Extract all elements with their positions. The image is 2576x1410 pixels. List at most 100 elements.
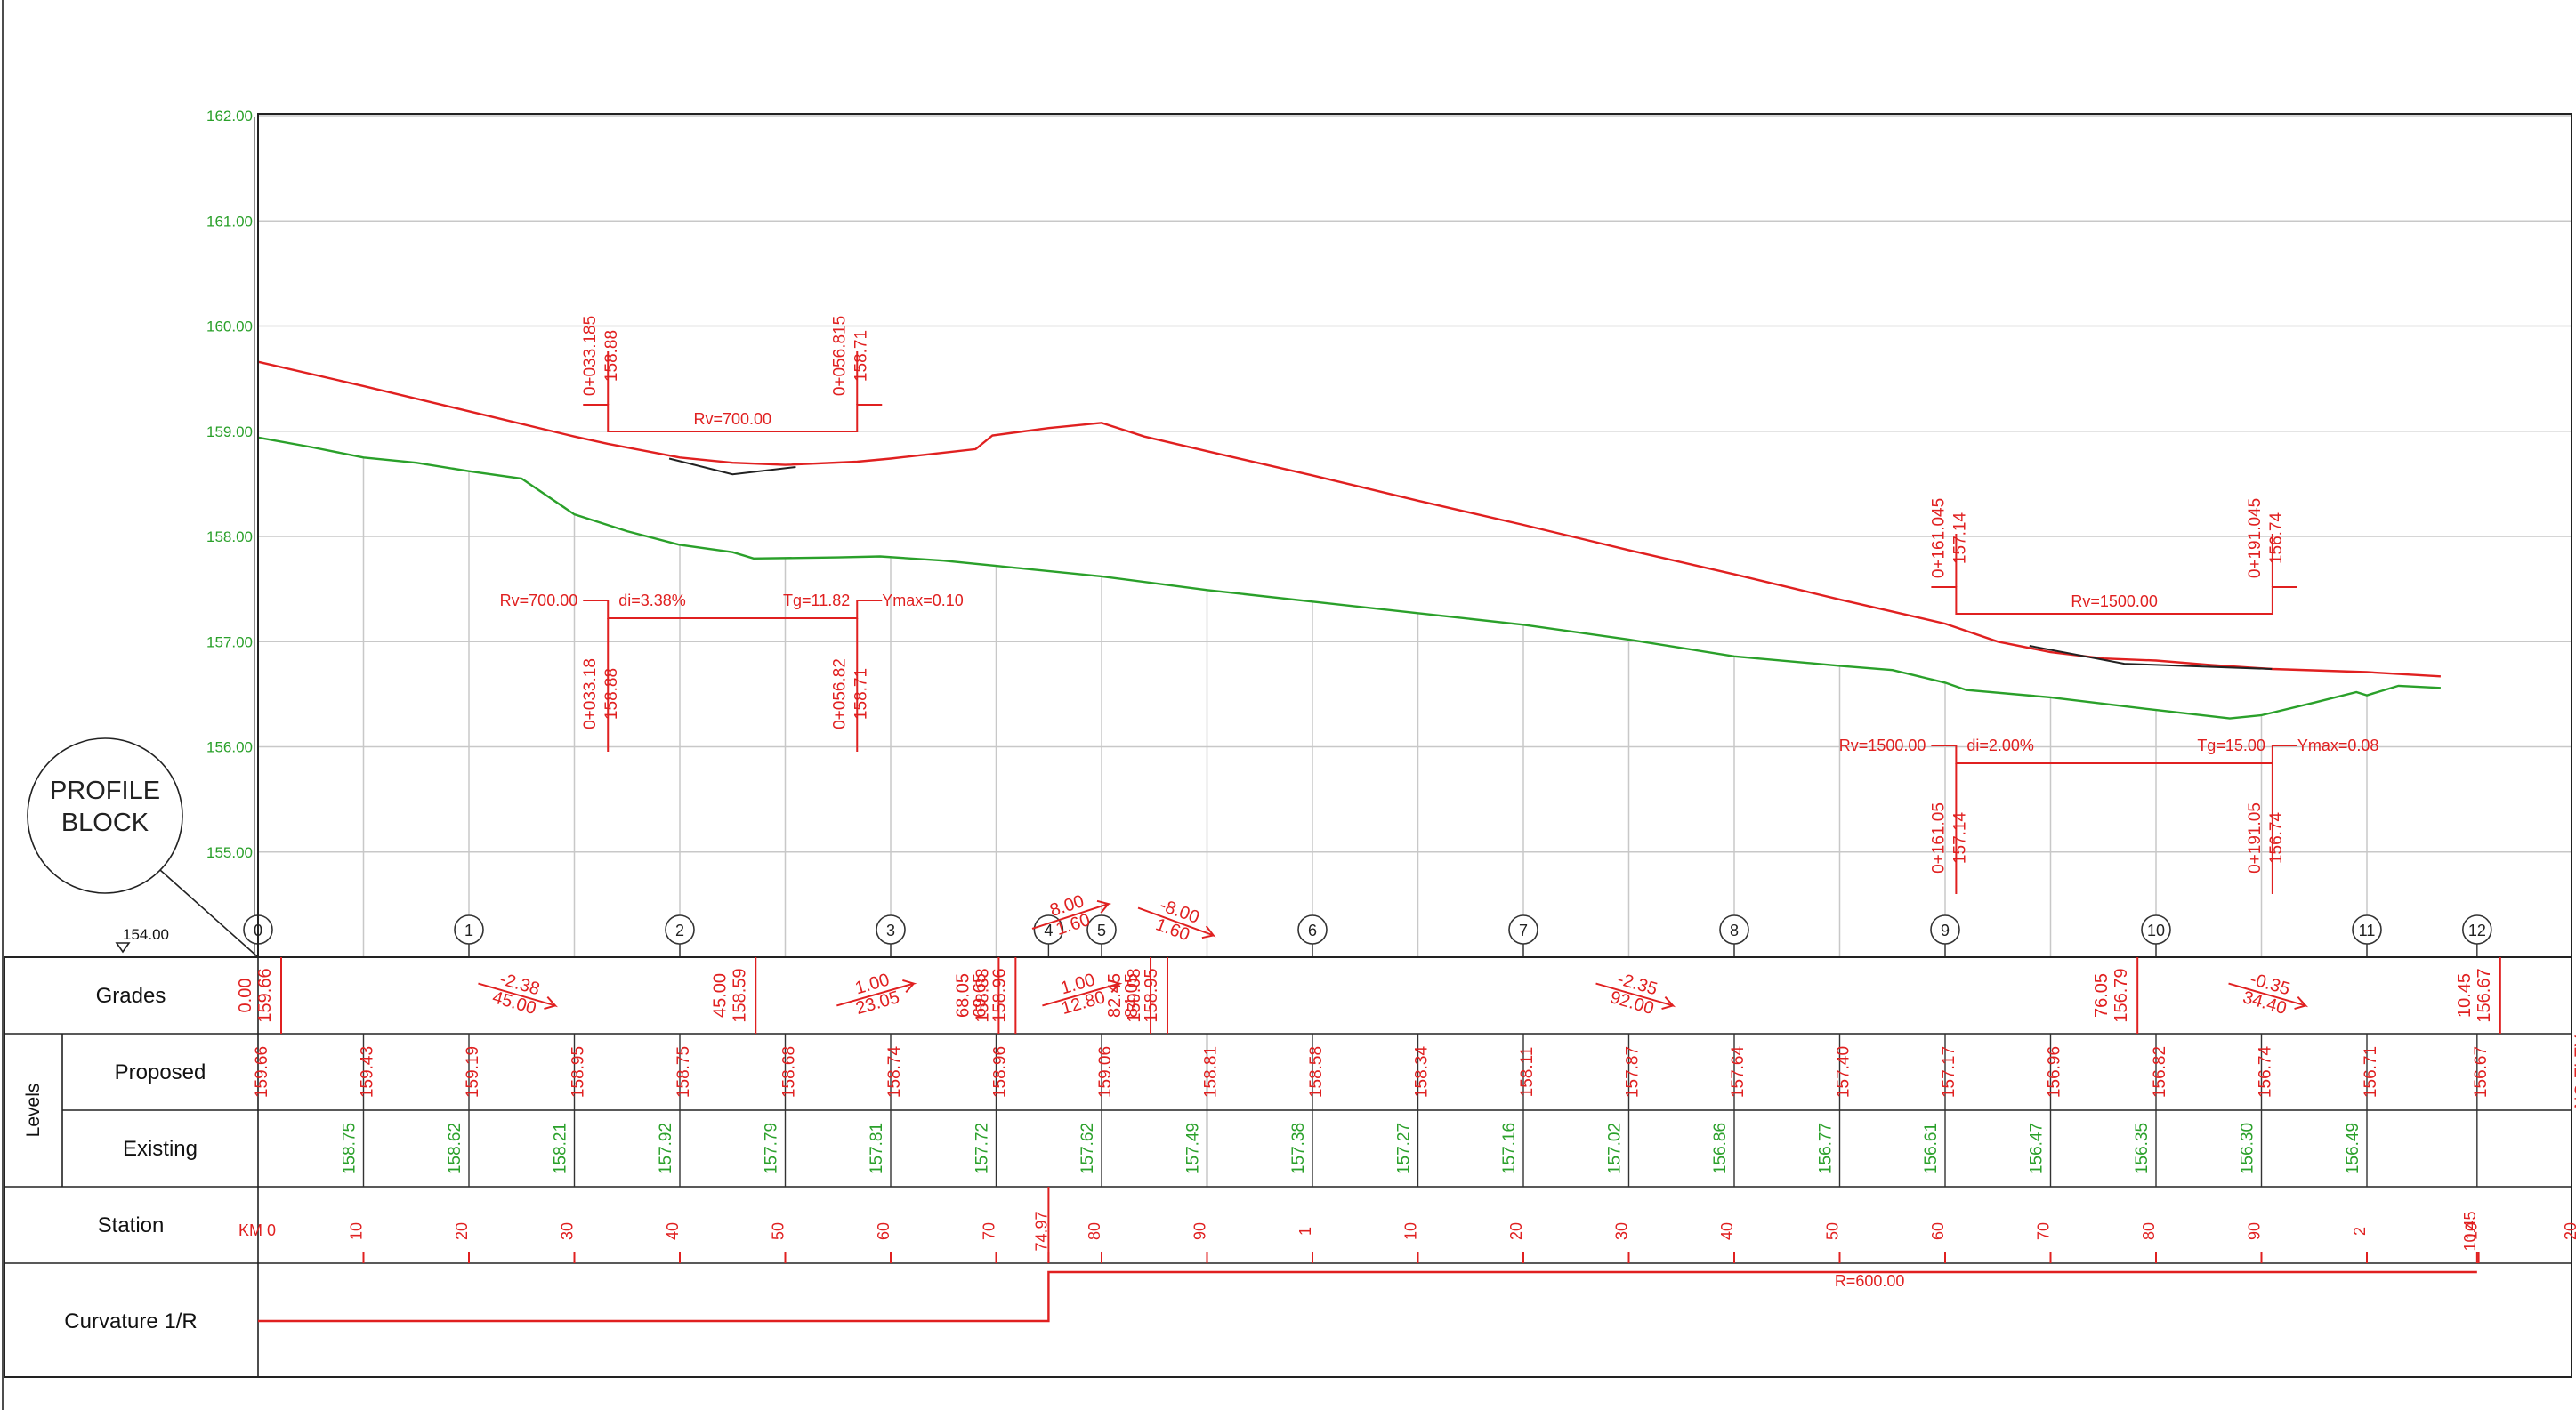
existing-level-value: 157.49 xyxy=(1184,1123,1203,1174)
profile-grid xyxy=(254,115,2572,957)
station-label: 74.97 xyxy=(1032,1211,1050,1251)
proposed-level-value: 156.96 xyxy=(2046,1046,2064,1098)
curve-radius-label: Rv=1500.00 xyxy=(2071,592,2158,610)
proposed-level-value: 156.67 xyxy=(2472,1046,2491,1098)
proposed-level-value: NO ELEV xyxy=(2572,1035,2576,1108)
curve-low-start-chainage: 0+033.18 xyxy=(581,658,600,729)
grade-chainage: 84.05 xyxy=(1122,973,1142,1018)
curve-low-start-elevation: 157.14 xyxy=(1950,812,1969,865)
chainage-marker-label: 1 xyxy=(464,922,473,939)
curve-start-elevation: 158.88 xyxy=(602,330,621,382)
row-label-levels: Levels xyxy=(23,1084,44,1138)
curve-ymax-label: Ymax=0.08 xyxy=(2297,737,2379,754)
proposed-level-value: 158.96 xyxy=(991,1046,1010,1098)
station-label: 20 xyxy=(453,1222,471,1240)
station-label: 10.45 xyxy=(2461,1211,2479,1251)
existing-level-value: 156.77 xyxy=(1817,1123,1836,1174)
chainage-marker-label: 5 xyxy=(1097,922,1106,939)
curve-di-label: di=3.38% xyxy=(618,592,686,609)
existing-level-value: 157.16 xyxy=(1500,1123,1519,1174)
datum-triangle-icon xyxy=(115,942,131,954)
grade-elevation: 159.08 xyxy=(1125,968,1144,1022)
existing-level-value: 157.38 xyxy=(1289,1123,1308,1174)
chainage-marker-label: 9 xyxy=(1941,922,1950,939)
curvature-row: R=600.00 xyxy=(258,1270,2477,1323)
proposed-level-value: 159.06 xyxy=(1096,1046,1115,1098)
tangent-2-profile-line xyxy=(2029,645,2273,670)
grade-chainage: 0.00 xyxy=(236,979,255,1013)
station-label: 20 xyxy=(1507,1222,1525,1240)
curve-tg-label: Tg=15.00 xyxy=(2197,737,2265,754)
proposed-level-value: 158.34 xyxy=(1413,1046,1432,1099)
grade-elevation: 156.67 xyxy=(2475,968,2494,1022)
grade-chainage: 10.45 xyxy=(2455,973,2475,1018)
station-label: 40 xyxy=(1718,1222,1736,1240)
curve-end-elevation: 158.71 xyxy=(852,330,870,382)
row-label-proposed: Proposed xyxy=(115,1060,206,1084)
grade-chainage: 45.00 xyxy=(710,973,730,1018)
chainage-marker-label: 12 xyxy=(2468,922,2486,939)
proposed-level-value: 158.58 xyxy=(1307,1046,1326,1098)
tangent-1-profile-line xyxy=(668,457,796,476)
datum-label: 154.00 xyxy=(123,926,169,943)
grade-elevation: 156.79 xyxy=(2112,968,2131,1022)
existing-level-value: 157.92 xyxy=(657,1123,675,1174)
station-label: 30 xyxy=(1613,1222,1631,1240)
existing-level-value: 157.81 xyxy=(868,1123,886,1174)
proposed-level-value: 158.74 xyxy=(885,1046,904,1099)
station-label: 1 xyxy=(1296,1227,1314,1236)
chainage-marker-label: 10 xyxy=(2147,922,2165,939)
station-label: 10 xyxy=(2463,1222,2481,1240)
existing-level-value: 158.62 xyxy=(446,1123,464,1174)
chainage-marker-label: 11 xyxy=(2359,922,2376,939)
curve-rv-label: Rv=700.00 xyxy=(500,592,578,609)
proposed-profile-line xyxy=(257,360,2441,678)
proposed-level-value: 157.40 xyxy=(1835,1046,1853,1098)
curve-radius-label: Rv=700.00 xyxy=(693,410,771,428)
station-label: 60 xyxy=(875,1222,892,1240)
existing-level-value: 156.61 xyxy=(1922,1123,1941,1174)
row-label-existing: Existing xyxy=(123,1137,198,1161)
profile-block-callout: PROFILE BLOCK xyxy=(27,737,259,958)
proposed-level-value: 157.87 xyxy=(1624,1046,1643,1098)
elevation-tick-label: 156.00 xyxy=(206,739,253,756)
elevation-tick-label: 155.00 xyxy=(206,844,253,861)
elevation-tick-label: 162.00 xyxy=(206,108,253,125)
station-label: 70 xyxy=(2035,1222,2053,1240)
station-label: 70 xyxy=(981,1222,998,1240)
grade-chainage: 82.45 xyxy=(1105,973,1125,1018)
curve-tg-label: Tg=11.82 xyxy=(783,592,850,609)
elevation-tick-label: 159.00 xyxy=(206,423,253,440)
station-label: 2 xyxy=(2351,1227,2369,1236)
grade-arrow-icon xyxy=(2228,982,2309,1011)
curve-low-end-elevation: 158.71 xyxy=(852,668,870,720)
proposed-level-value: 159.66 xyxy=(253,1046,271,1098)
grade-arrow-icon xyxy=(1031,899,1112,930)
curve-bracket-upper xyxy=(1931,586,2297,615)
grade-arrow-icon xyxy=(1042,979,1123,1007)
grade-elevation: 159.66 xyxy=(255,968,275,1022)
chainage-marker-label: 4 xyxy=(1044,922,1053,939)
grade-elevation: 158.95 xyxy=(1142,968,1161,1022)
existing-levels-row: 158.75 158.62 158.21 157.92 157.79 157.81 157.… xyxy=(341,1123,2363,1174)
curve-rv-label: Rv=1500.00 xyxy=(1839,737,1926,754)
proposed-level-value: 158.75 xyxy=(674,1046,693,1098)
profile-lines xyxy=(257,360,2441,720)
curve-low-end-elevation: 156.74 xyxy=(2267,812,2286,865)
chainage-marker-label: 7 xyxy=(1519,922,1528,939)
callout-line-2: BLOCK xyxy=(61,809,149,837)
existing-level-value: 156.30 xyxy=(2239,1123,2257,1174)
station-km-label: KM 0 xyxy=(238,1221,276,1239)
grade-arrow-icon xyxy=(478,982,558,1011)
curve-start-elevation: 157.14 xyxy=(1950,512,1969,565)
row-label-curvature: Curvature 1/R xyxy=(64,1309,197,1333)
grade-elevation: 158.83 xyxy=(973,968,992,1022)
proposed-level-value: 156.71 xyxy=(2362,1046,2380,1098)
row-label-station: Station xyxy=(98,1213,165,1237)
curve-start-chainage: 0+161.045 xyxy=(1929,498,1948,578)
existing-level-value: 156.47 xyxy=(2028,1123,2047,1174)
grade-arrow-icon xyxy=(836,979,917,1007)
curve-di-label: di=2.00% xyxy=(1966,737,2034,754)
callout-circle xyxy=(27,737,183,894)
